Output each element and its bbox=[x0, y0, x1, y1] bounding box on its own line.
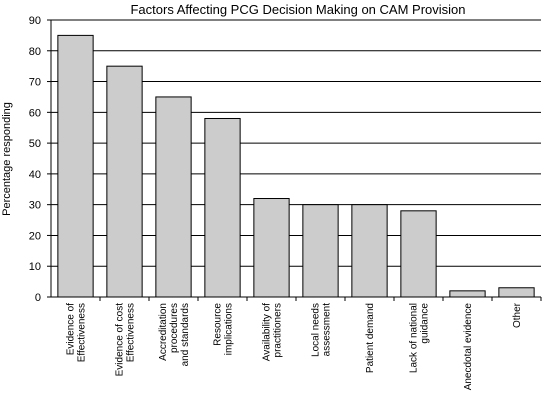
x-tick-label: Evidence ofEffectiveness bbox=[66, 303, 88, 363]
y-tick-label: 10 bbox=[29, 261, 41, 273]
x-tick-label: Resourceimplications bbox=[213, 303, 235, 356]
x-tick-label: Other bbox=[512, 302, 523, 328]
y-tick-label: 60 bbox=[29, 107, 41, 119]
x-tick-label: Accreditationproceduresand standards bbox=[158, 303, 191, 366]
bar bbox=[302, 204, 339, 298]
bars bbox=[57, 34, 535, 298]
x-tick-label: Patient demand bbox=[365, 303, 376, 373]
bar bbox=[498, 287, 535, 298]
x-tick-label: Anecdotal evidence bbox=[463, 303, 474, 391]
x-tick-label: Lack of nationalguidance bbox=[409, 303, 431, 373]
y-axis-label: Percentage responding bbox=[1, 102, 13, 216]
x-tick-label: Local needsassessment bbox=[311, 303, 333, 357]
y-tick-label: 20 bbox=[29, 230, 41, 242]
y-tick-label: 0 bbox=[35, 292, 41, 304]
chart-title: Factors Affecting PCG Decision Making on… bbox=[130, 2, 465, 17]
y-tick-label: 30 bbox=[29, 200, 41, 212]
x-tick-labels: Evidence ofEffectiveness Evidence of cost… bbox=[66, 297, 542, 390]
y-tick-label: 40 bbox=[29, 169, 41, 181]
bar bbox=[400, 210, 437, 298]
bar bbox=[351, 204, 388, 298]
bar bbox=[253, 198, 290, 298]
y-tick-label: 80 bbox=[29, 46, 41, 58]
bar bbox=[57, 34, 94, 298]
x-tick-label: Evidence of costEffectiveness bbox=[115, 303, 137, 377]
bar bbox=[155, 96, 192, 298]
bar bbox=[449, 290, 486, 298]
y-tick-label: 70 bbox=[29, 77, 41, 89]
axes bbox=[50, 20, 541, 298]
bar bbox=[106, 65, 143, 298]
y-tick-label: 90 bbox=[29, 15, 41, 27]
y-tick-labels: 0 10 20 30 40 50 60 70 80 90 bbox=[29, 15, 51, 304]
y-tick-label: 50 bbox=[29, 138, 41, 150]
x-tick-label: Availability ofpractitioners bbox=[262, 303, 284, 361]
bar bbox=[204, 117, 241, 298]
